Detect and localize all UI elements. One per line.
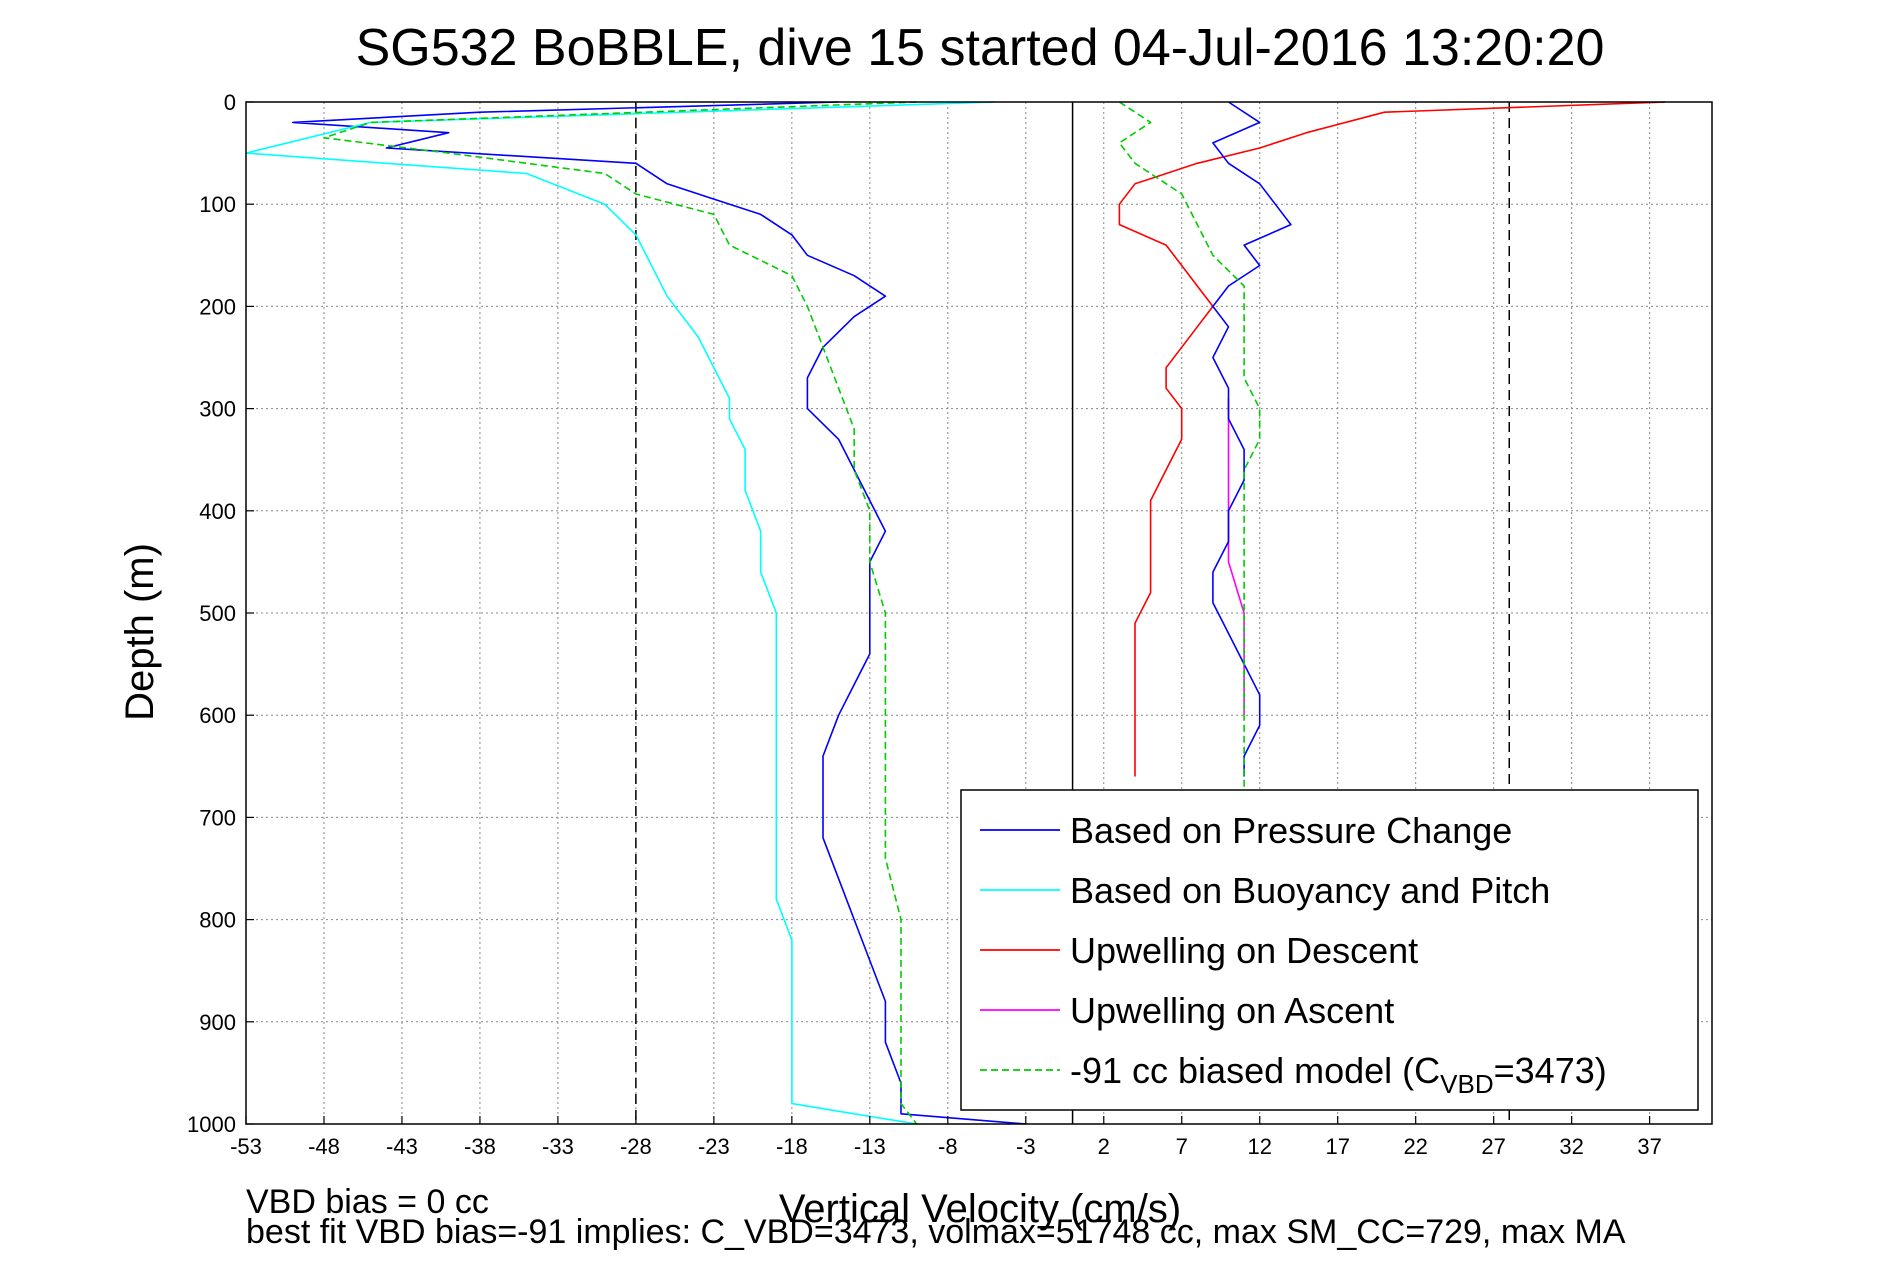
- legend-label: Based on Pressure Change: [1070, 810, 1512, 851]
- y-tick-label: 600: [199, 703, 236, 728]
- x-tick-label: -48: [308, 1134, 340, 1159]
- x-axis-ticks: -53 -48 -43 -38 -33 -28 -23 -18 -13 -8 -3 2 7 12 17 22 2…: [230, 1116, 1662, 1159]
- x-tick-label: -3: [1016, 1134, 1036, 1159]
- y-tick-label: 100: [199, 192, 236, 217]
- x-tick-label: 27: [1481, 1134, 1505, 1159]
- x-tick-label: -23: [698, 1134, 730, 1159]
- chart-title: SG532 BoBBLE, dive 15 started 04-Jul-201…: [356, 19, 1605, 77]
- x-tick-label: -13: [854, 1134, 886, 1159]
- y-tick-label: 400: [199, 499, 236, 524]
- x-tick-label: -28: [620, 1134, 652, 1159]
- x-tick-label: 37: [1637, 1134, 1661, 1159]
- series-line-1: [245, 101, 995, 1125]
- legend-label: -91 cc biased model (CVBD=3473): [1070, 1050, 1607, 1099]
- series-line-2: [1118, 101, 1666, 777]
- legend-label: Upwelling on Descent: [1070, 930, 1418, 971]
- x-tick-label: 12: [1247, 1134, 1271, 1159]
- series-line-4: [323, 101, 918, 1125]
- x-tick-label: -53: [230, 1134, 262, 1159]
- series-line-6: [1118, 101, 1261, 787]
- x-axis-label: Vertical Velocity (cm/s): [779, 1187, 1181, 1231]
- y-tick-label: 1000: [187, 1112, 236, 1137]
- x-tick-label: -8: [938, 1134, 958, 1159]
- x-tick-label: -38: [464, 1134, 496, 1159]
- footnote-vbd-bias: VBD bias = 0 cc: [246, 1183, 489, 1221]
- x-tick-label: 32: [1559, 1134, 1583, 1159]
- footnote-best-fit: best fit VBD bias=-91 implies: C_VBD=347…: [246, 1213, 1626, 1251]
- x-tick-label: -43: [386, 1134, 418, 1159]
- y-tick-label: 0: [224, 90, 236, 115]
- x-tick-label: 22: [1403, 1134, 1427, 1159]
- legend-label: Upwelling on Ascent: [1070, 990, 1394, 1031]
- x-tick-label: 17: [1325, 1134, 1349, 1159]
- y-tick-label: 800: [199, 908, 236, 933]
- y-axis-ticks: 0 100 200 300 400 500 600 700 800 900 1000: [187, 90, 254, 1137]
- series-layer: [245, 101, 1666, 1125]
- legend-label: Based on Buoyancy and Pitch: [1070, 870, 1550, 911]
- series-line-5: [1212, 101, 1292, 777]
- x-tick-label: -33: [542, 1134, 574, 1159]
- y-tick-label: 900: [199, 1010, 236, 1035]
- x-tick-label: 7: [1176, 1134, 1188, 1159]
- x-tick-label: 2: [1098, 1134, 1110, 1159]
- y-tick-label: 200: [199, 294, 236, 319]
- series-line-0: [291, 101, 1026, 1125]
- y-axis-label: Depth (m): [118, 543, 162, 721]
- legend: Based on Pressure Change Based on Buoyanc…: [960, 789, 1699, 1111]
- y-tick-label: 500: [199, 601, 236, 626]
- x-tick-label: -18: [776, 1134, 808, 1159]
- y-tick-label: 700: [199, 805, 236, 830]
- legend-box: [960, 789, 1699, 1111]
- y-tick-label: 300: [199, 397, 236, 422]
